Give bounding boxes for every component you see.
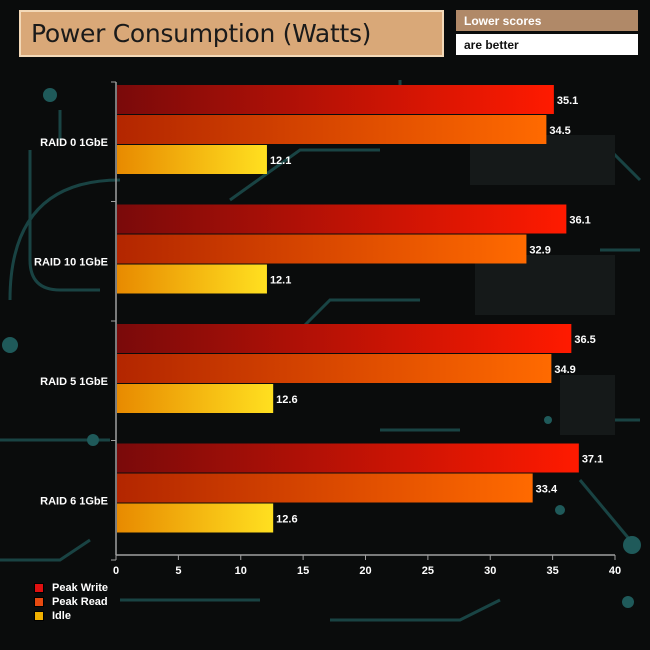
bar-value-label: 34.9 <box>554 364 575 376</box>
chart-title: Power Consumption (Watts) <box>31 19 372 48</box>
legend-label: Peak Write <box>52 582 109 594</box>
bar-peak-write <box>117 204 567 234</box>
bar-value-label: 36.1 <box>569 215 590 227</box>
category-label: RAID 0 1GbE <box>40 137 108 149</box>
bar-value-label: 35.1 <box>557 95 578 107</box>
legend-swatch <box>34 611 44 621</box>
bar-peak-read <box>117 234 527 264</box>
bar-peak-write <box>117 85 554 114</box>
x-tick-label: 30 <box>484 565 496 577</box>
bar-value-label: 34.5 <box>549 125 570 137</box>
bar-peak-write <box>117 324 572 353</box>
category-label: RAID 10 1GbE <box>34 256 108 268</box>
bar-idle <box>117 384 274 413</box>
legend-swatch <box>34 597 44 607</box>
legend-label: Idle <box>52 610 71 622</box>
x-tick-label: 35 <box>547 565 559 577</box>
bar-idle <box>117 503 274 533</box>
bar-value-label: 12.1 <box>270 155 291 167</box>
x-tick-label: 25 <box>422 565 434 577</box>
bar-idle <box>117 145 267 174</box>
bar-value-label: 37.1 <box>582 454 603 466</box>
category-label: RAID 6 1GbE <box>40 495 108 507</box>
bar-peak-read <box>117 115 547 144</box>
bar-value-label: 12.6 <box>276 514 297 526</box>
bar-value-label: 33.4 <box>536 484 558 496</box>
legend: Peak Write Peak Read Idle <box>34 581 108 623</box>
x-tick-label: 15 <box>297 565 309 577</box>
bar-value-label: 36.5 <box>574 334 595 346</box>
bar-peak-write <box>117 443 579 473</box>
legend-item: Idle <box>34 609 108 623</box>
note-lower-scores: Lower scores <box>456 10 638 31</box>
x-tick-label: 40 <box>609 565 621 577</box>
legend-label: Peak Read <box>52 596 108 608</box>
legend-item: Peak Write <box>34 581 108 595</box>
x-tick-label: 0 <box>113 565 119 577</box>
bar-peak-read <box>117 473 533 503</box>
legend-item: Peak Read <box>34 595 108 609</box>
x-tick-label: 20 <box>359 565 371 577</box>
bar-peak-read <box>117 354 552 383</box>
x-tick-label: 10 <box>235 565 247 577</box>
bar-value-label: 32.9 <box>529 245 550 257</box>
title-box: Power Consumption (Watts) <box>19 10 444 57</box>
bar-value-label: 12.1 <box>270 275 291 287</box>
bar-idle <box>117 264 267 294</box>
note-are-better: are better <box>456 34 638 55</box>
legend-swatch <box>34 583 44 593</box>
bar-value-label: 12.6 <box>276 394 297 406</box>
x-tick-label: 5 <box>175 565 181 577</box>
category-label: RAID 5 1GbE <box>40 376 108 388</box>
